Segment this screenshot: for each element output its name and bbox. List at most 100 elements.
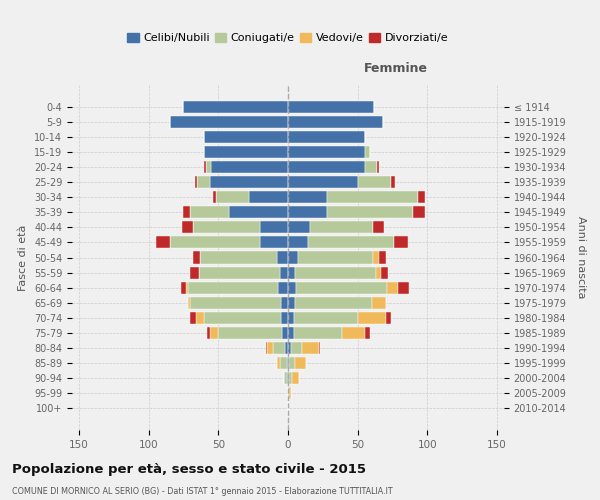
Bar [218,327,283,339]
Bar [188,296,190,309]
Bar [205,312,281,324]
Bar [207,327,210,339]
Bar [288,206,327,218]
Bar [295,266,376,278]
Text: Popolazione per età, sesso e stato civile - 2015: Popolazione per età, sesso e stato civil… [12,462,366,475]
Bar [288,342,291,354]
Bar [215,191,249,203]
Bar [205,161,206,173]
Bar [229,206,288,218]
Bar [365,146,370,158]
Bar [278,282,288,294]
Bar [280,357,287,369]
Bar [391,176,395,188]
Bar [327,191,418,203]
Bar [281,296,288,309]
Bar [213,191,215,203]
Bar [194,176,197,188]
Bar [260,236,288,248]
Bar [296,282,387,294]
Bar [260,222,288,234]
Bar [190,206,229,218]
Bar [283,327,288,339]
Bar [155,236,170,248]
Bar [170,236,260,248]
Bar [418,191,425,203]
Bar [327,206,413,218]
Bar [371,296,386,309]
Text: Femmine: Femmine [364,62,428,74]
Bar [365,327,370,339]
Bar [284,372,287,384]
Bar [287,357,288,369]
Bar [394,236,408,248]
Bar [398,282,409,294]
Bar [343,327,365,339]
Bar [288,327,293,339]
Bar [386,312,391,324]
Bar [184,100,288,112]
Bar [288,387,289,399]
Bar [184,206,190,218]
Bar [210,176,288,188]
Bar [289,357,295,369]
Bar [186,282,188,294]
Bar [288,146,365,158]
Bar [291,342,302,354]
Bar [285,342,288,354]
Bar [193,252,200,264]
Bar [288,222,310,234]
Bar [295,357,306,369]
Bar [358,312,386,324]
Bar [295,296,371,309]
Bar [190,296,281,309]
Bar [288,176,358,188]
Bar [196,312,205,324]
Bar [358,176,391,188]
Text: COMUNE DI MORNICO AL SERIO (BG) - Dati ISTAT 1° gennaio 2015 - Elaborazione TUTT: COMUNE DI MORNICO AL SERIO (BG) - Dati I… [12,487,392,496]
Bar [280,266,288,278]
Bar [272,342,285,354]
Bar [293,312,358,324]
Bar [170,116,288,128]
Bar [277,252,288,264]
Bar [288,372,289,384]
Bar [376,266,382,278]
Bar [288,100,374,112]
Y-axis label: Fasce di età: Fasce di età [19,224,28,290]
Bar [190,312,196,324]
Legend: Celibi/Nubili, Coniugati/e, Vedovi/e, Divorziati/e: Celibi/Nubili, Coniugati/e, Vedovi/e, Di… [123,28,453,48]
Bar [293,327,343,339]
Bar [289,372,292,384]
Bar [182,222,193,234]
Bar [288,236,308,248]
Bar [199,266,280,278]
Bar [288,191,327,203]
Bar [205,131,288,143]
Bar [288,312,293,324]
Bar [310,222,373,234]
Bar [211,161,288,173]
Bar [188,282,278,294]
Bar [382,266,388,278]
Bar [181,282,186,294]
Bar [373,252,379,264]
Bar [288,296,295,309]
Bar [200,252,277,264]
Bar [288,266,295,278]
Bar [292,372,299,384]
Bar [206,161,211,173]
Bar [190,266,199,278]
Bar [281,312,288,324]
Bar [210,327,218,339]
Bar [193,222,260,234]
Bar [377,161,379,173]
Bar [308,236,394,248]
Bar [373,222,384,234]
Bar [267,342,272,354]
Bar [249,191,288,203]
Bar [266,342,267,354]
Bar [288,131,365,143]
Y-axis label: Anni di nascita: Anni di nascita [576,216,586,298]
Bar [277,357,280,369]
